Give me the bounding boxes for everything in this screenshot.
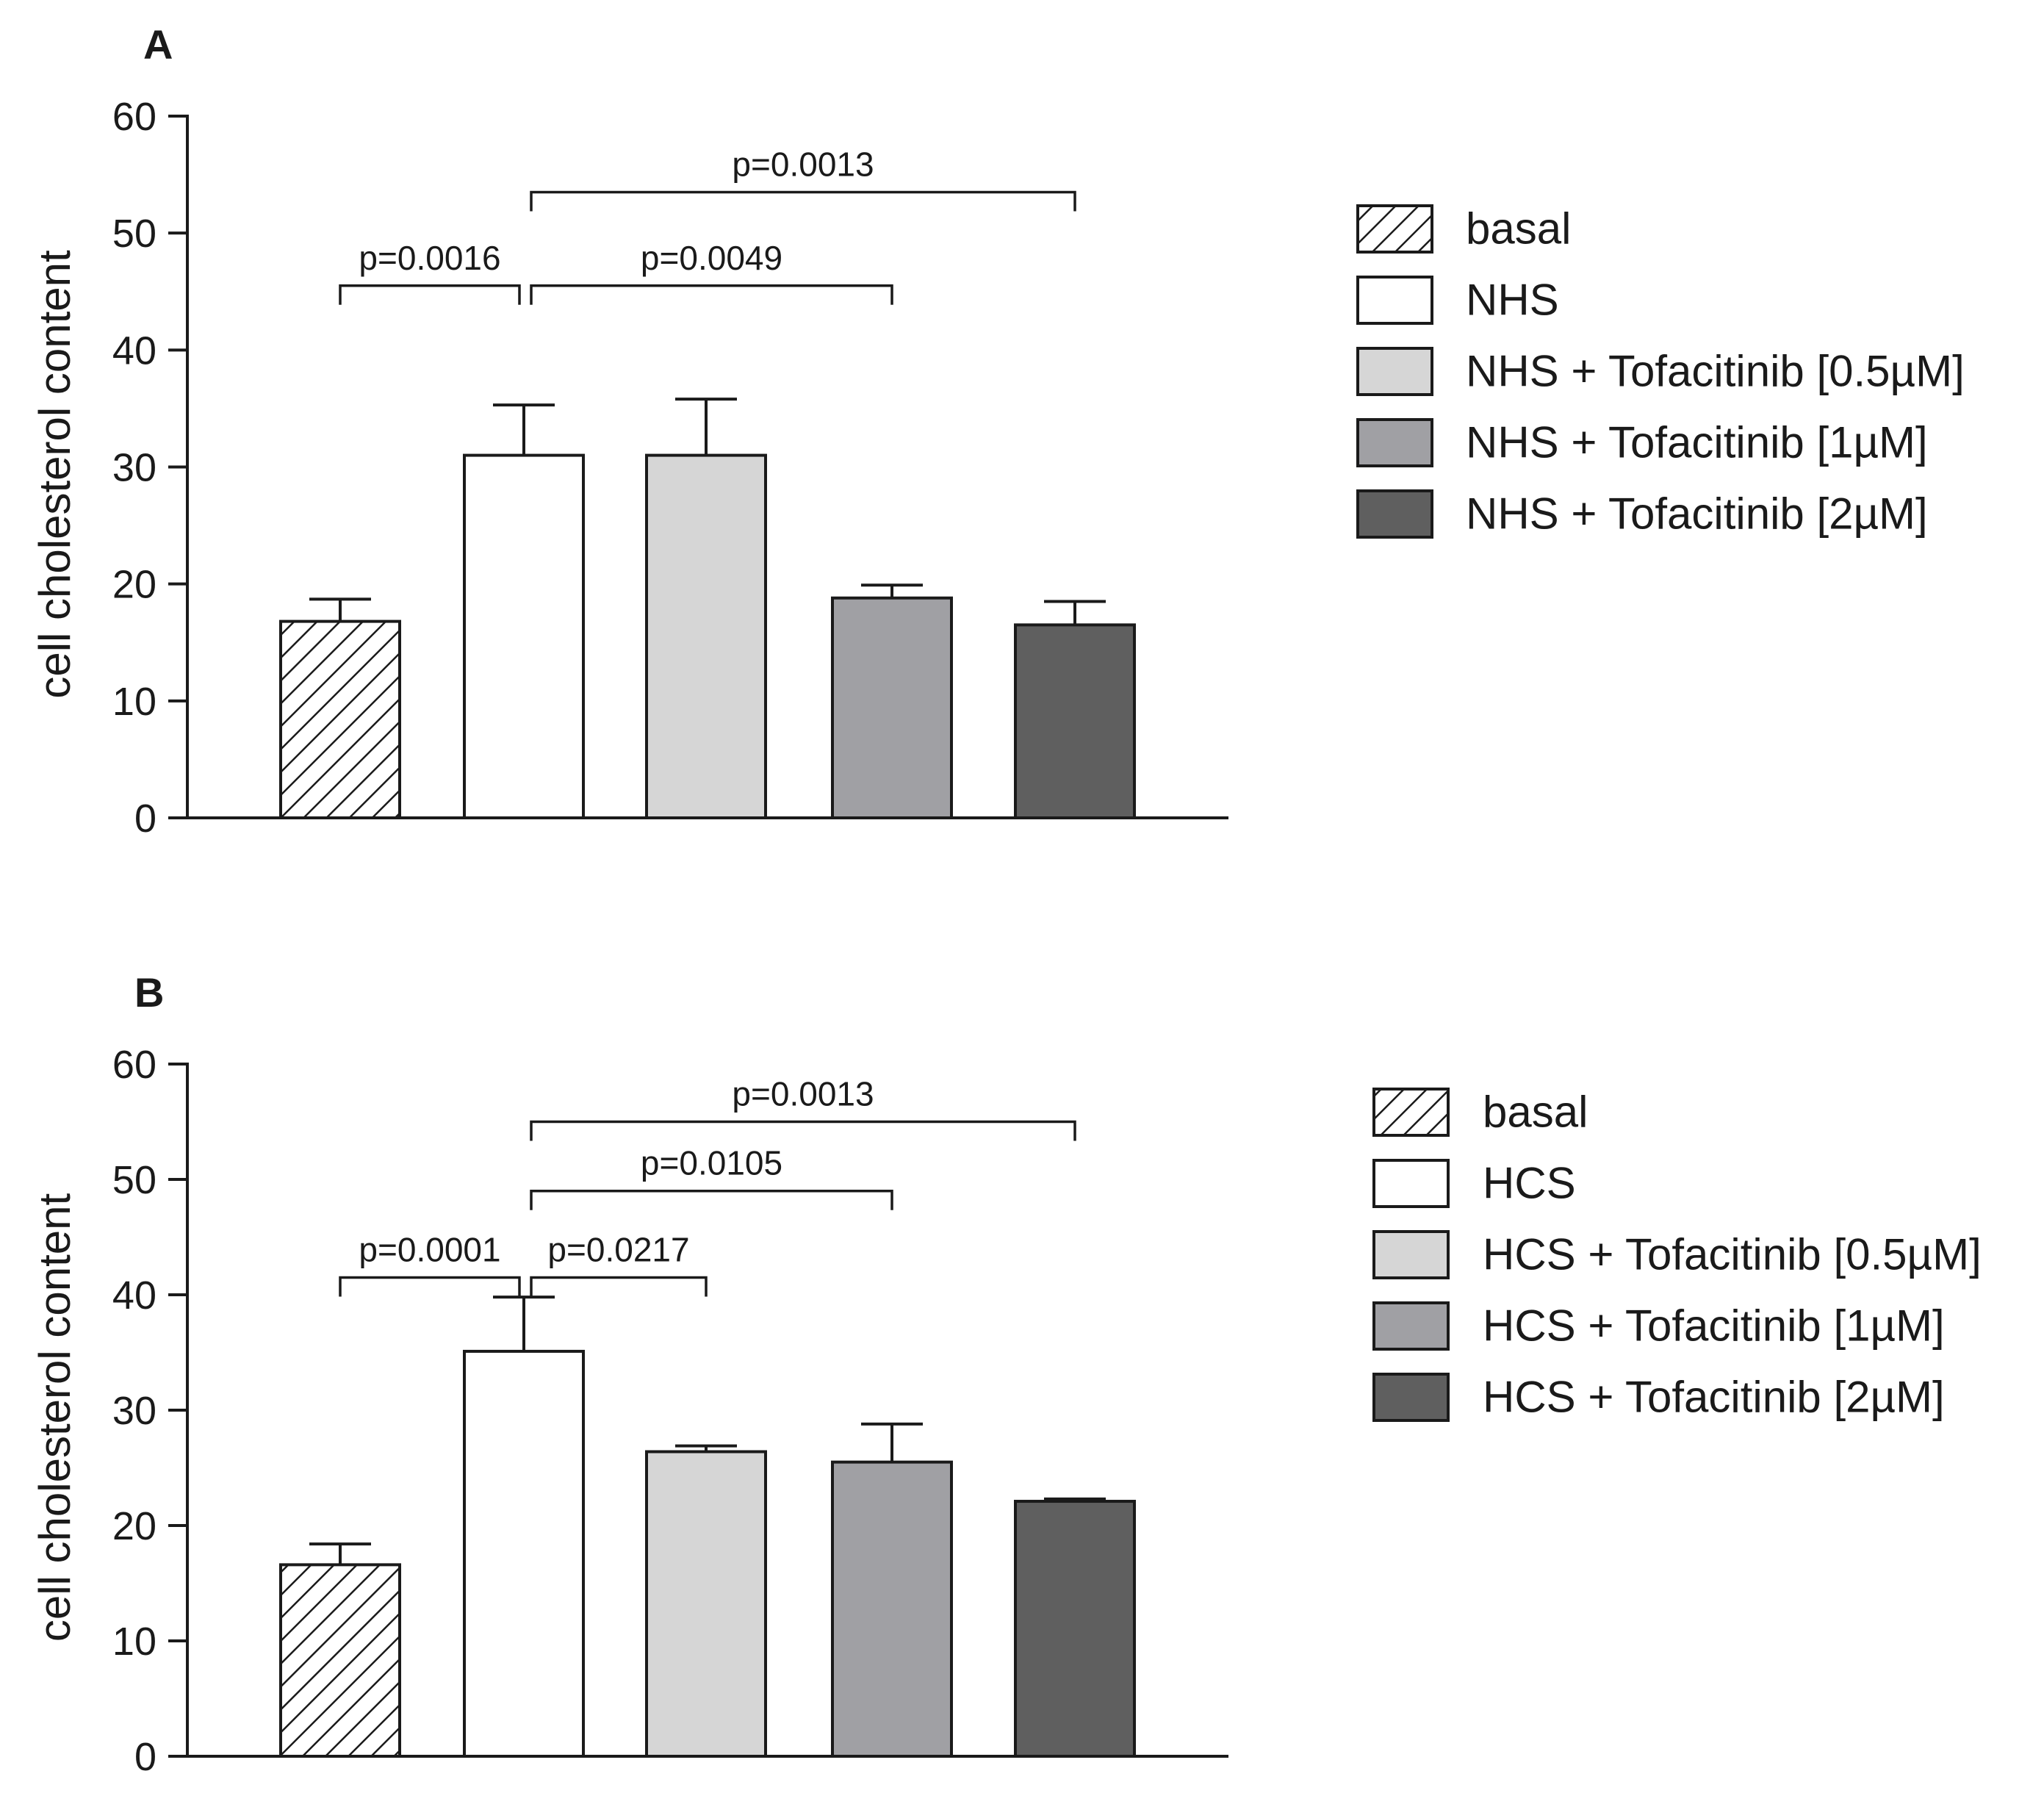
p-value-label: p=0.0013 <box>732 145 874 183</box>
y-tick-label: 30 <box>112 1389 156 1433</box>
bar <box>645 453 767 819</box>
y-tick-label: 20 <box>112 1504 156 1548</box>
legend-label: HCS + Tofacitinib [2µM] <box>1483 1373 1945 1422</box>
legend-label: HCS + Tofacitinib [0.5µM] <box>1483 1230 1982 1279</box>
y-tick-label: 60 <box>112 95 156 139</box>
p-value-label: p=0.0001 <box>359 1230 500 1268</box>
y-tick-label: 30 <box>112 446 156 490</box>
bar <box>279 1563 401 1758</box>
legend-label: NHS + Tofacitinib [2µM] <box>1466 489 1928 539</box>
y-tick-label: 40 <box>112 1273 156 1318</box>
bar <box>831 1460 953 1758</box>
legend-swatch <box>1372 1230 1450 1279</box>
bar <box>645 1450 767 1758</box>
legend-label: basal <box>1466 204 1571 254</box>
y-tick-label: 50 <box>112 1158 156 1202</box>
legend-label: NHS + Tofacitinib [1µM] <box>1466 418 1928 467</box>
legend-swatch <box>1356 418 1433 467</box>
y-tick-label: 10 <box>112 680 156 724</box>
y-tick-label: 0 <box>134 797 156 841</box>
p-value-label: p=0.0013 <box>732 1075 874 1113</box>
legend-swatch <box>1372 1159 1450 1208</box>
panel-letter: B <box>134 969 164 1016</box>
panel-a: A 0 10 20 30 40 50 60 cell cholesterol content p=… <box>30 21 1965 841</box>
legend-swatch <box>1356 347 1433 396</box>
legend-label: NHS + Tofacitinib [0.5µM] <box>1466 347 1965 396</box>
y-axis-label: cell cholesterol content <box>30 1193 79 1642</box>
p-value-label: p=0.0049 <box>641 239 782 277</box>
legend-label: HCS + Tofacitinib [1µM] <box>1483 1301 1945 1351</box>
bar <box>279 619 401 819</box>
legend-swatch <box>1372 1373 1450 1422</box>
bar <box>463 453 585 819</box>
significance-bracket <box>530 1276 708 1297</box>
y-tick-label: 50 <box>112 212 156 256</box>
p-value-label: p=0.0105 <box>641 1144 782 1182</box>
significance-bracket <box>530 284 893 305</box>
significance-bracket <box>530 1189 893 1210</box>
bar <box>1014 623 1136 819</box>
p-value-label: p=0.0016 <box>359 239 500 277</box>
bar <box>463 1349 585 1758</box>
legend-label: HCS <box>1483 1159 1576 1208</box>
legend-swatch <box>1356 204 1433 254</box>
legend-swatch <box>1372 1301 1450 1351</box>
y-tick-label: 60 <box>112 1043 156 1087</box>
significance-bracket <box>530 190 1076 212</box>
panel-letter: A <box>143 21 173 68</box>
bar <box>1014 1500 1136 1758</box>
y-tick-label: 40 <box>112 328 156 373</box>
legend-swatch <box>1356 276 1433 325</box>
significance-bracket <box>339 284 521 305</box>
legend-swatch <box>1356 489 1433 539</box>
significance-bracket <box>530 1120 1076 1141</box>
significance-bracket <box>339 1276 521 1297</box>
y-tick-label: 10 <box>112 1620 156 1664</box>
legend-label: basal <box>1483 1088 1588 1137</box>
bar <box>831 596 953 819</box>
legend-label: NHS <box>1466 276 1559 325</box>
y-tick-label: 20 <box>112 563 156 607</box>
legend-swatch <box>1372 1088 1450 1137</box>
panel-b: B 0 10 20 30 40 50 60 cell cholesterol content p=… <box>30 969 1982 1779</box>
y-axis-label: cell cholesterol content <box>30 250 79 699</box>
p-value-label: p=0.0217 <box>547 1230 689 1268</box>
y-tick-label: 0 <box>134 1735 156 1779</box>
